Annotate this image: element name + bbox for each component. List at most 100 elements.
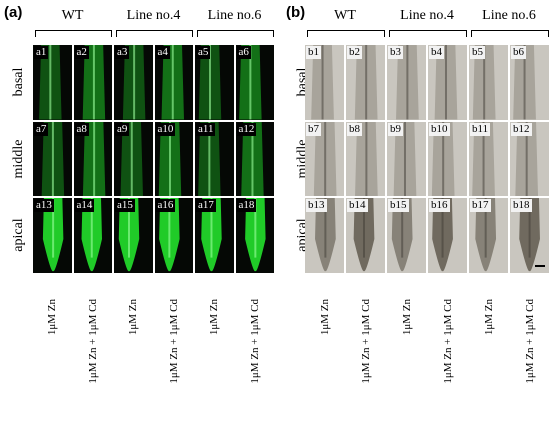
- micrograph-cell: b6: [510, 45, 549, 120]
- root-image: [82, 45, 105, 120]
- treatment-label: 1μM Zn: [400, 299, 413, 336]
- cell-id-label: a8: [74, 122, 89, 136]
- cell-id-label: a6: [236, 46, 251, 59]
- cell-id-label: a13: [34, 199, 54, 212]
- cell-id-label: b12: [511, 122, 532, 136]
- treatment-label: 1μM Zn + 1μM Cd: [359, 299, 372, 384]
- cell-id-label: a2: [74, 46, 89, 59]
- genotype-header: WT: [61, 8, 84, 23]
- cell-id-label: b3: [388, 46, 403, 59]
- root-image: [354, 45, 378, 120]
- micrograph-cell: b14: [346, 198, 385, 273]
- root-image: [393, 121, 417, 196]
- micrograph-cell: b13: [305, 198, 344, 273]
- micrograph-cell: a16: [154, 198, 193, 273]
- cell-id-label: b16: [429, 199, 450, 212]
- genotype-bracket: [35, 30, 112, 37]
- micrograph-cell: b3: [387, 45, 426, 120]
- root-image: [396, 45, 419, 120]
- micrograph-cell: b18: [510, 198, 549, 273]
- row-label: basal: [11, 67, 26, 97]
- genotype-header: WT: [334, 8, 356, 23]
- micrograph-cell: b1: [305, 45, 344, 120]
- micrograph-cell: a4: [154, 45, 193, 120]
- treatment-label: 1μM Zn + 1μM Cd: [441, 299, 454, 384]
- cell-id-label: a17: [196, 199, 216, 212]
- root-image: [39, 45, 62, 120]
- cell-id-label: a5: [196, 46, 211, 59]
- micrograph-cell: b7: [305, 121, 344, 196]
- cell-id-label: b6: [511, 46, 526, 59]
- cell-id-label: a3: [115, 46, 130, 59]
- micrograph-cell: a15: [114, 198, 153, 273]
- root-image: [355, 121, 378, 196]
- cell-id-label: a10: [155, 122, 176, 136]
- root-image: [313, 121, 337, 196]
- micrograph-cell: a14: [73, 198, 112, 273]
- micrograph-cell: a3: [114, 45, 153, 120]
- micrograph-cell: b9: [387, 121, 426, 196]
- micrograph-cell: a8: [73, 121, 112, 196]
- treatment-label: 1μM Zn: [482, 299, 495, 336]
- micrograph-cell: a17: [195, 198, 234, 273]
- micrograph-cell: a13: [33, 198, 72, 273]
- genotype-bracket: [116, 30, 193, 37]
- micrograph-cell: b11: [469, 121, 508, 196]
- micrograph-cell: b15: [387, 198, 426, 273]
- cell-id-label: a4: [155, 46, 170, 59]
- cell-id-label: a9: [115, 122, 130, 136]
- cell-id-label: a11: [196, 122, 216, 136]
- micrograph-cell: b17: [469, 198, 508, 273]
- row-label: middle: [11, 139, 26, 179]
- treatment-label: 1μM Zn: [208, 299, 221, 336]
- cell-id-label: b18: [511, 199, 532, 212]
- micrograph-cell: b4: [428, 45, 467, 120]
- micrograph-cell: a10: [154, 121, 193, 196]
- micrograph-cell: b2: [346, 45, 385, 120]
- treatment-label: 1μM Zn + 1μM Cd: [86, 299, 99, 384]
- micrograph-cell: a18: [235, 198, 274, 273]
- micrograph-cell: b12: [510, 121, 549, 196]
- micrograph-cell: b5: [469, 45, 508, 120]
- micrograph-cell: b10: [428, 121, 467, 196]
- panel-letter: (b): [286, 4, 306, 21]
- micrograph-cell: a7: [33, 121, 72, 196]
- micrograph-cell: b8: [346, 121, 385, 196]
- cell-id-label: a18: [236, 199, 257, 212]
- cell-id-label: b2: [347, 46, 362, 59]
- cell-id-label: a12: [236, 122, 257, 136]
- cell-id-label: b14: [347, 199, 368, 212]
- cell-id-label: b11: [470, 122, 491, 136]
- cell-id-label: a7: [34, 122, 49, 136]
- cell-id-label: b7: [306, 122, 321, 136]
- treatment-label: 1μM Zn + 1μM Cd: [248, 299, 261, 384]
- panel-letter: (a): [4, 4, 23, 21]
- cell-id-label: b1: [306, 46, 321, 59]
- cell-id-label: b5: [470, 46, 485, 59]
- root-image: [434, 45, 458, 120]
- cell-id-label: b9: [388, 122, 403, 136]
- micrograph-cell: a12: [235, 121, 274, 196]
- cell-id-label: b10: [429, 122, 450, 136]
- root-image: [41, 121, 65, 196]
- cell-id-label: a1: [34, 46, 49, 59]
- micrograph-cell: a2: [73, 45, 112, 120]
- cell-id-label: a14: [74, 199, 95, 212]
- treatment-label: 1μM Zn + 1μM Cd: [523, 299, 536, 384]
- genotype-header: Line no.6: [482, 8, 536, 23]
- treatment-label: 1μM Zn: [318, 299, 331, 336]
- genotype-header: Line no.4: [126, 8, 181, 23]
- row-label: apical: [11, 218, 26, 252]
- genotype-header: Line no.6: [207, 8, 262, 23]
- micrograph-cell: b16: [428, 198, 467, 273]
- treatment-label: 1μM Zn: [46, 299, 59, 336]
- genotype-bracket: [471, 30, 549, 37]
- root-image: [120, 121, 143, 196]
- micrograph-cell: a1: [33, 45, 72, 120]
- genotype-bracket: [307, 30, 385, 37]
- treatment-label: 1μM Zn + 1μM Cd: [167, 299, 180, 384]
- cell-id-label: a16: [155, 199, 176, 212]
- treatment-label: 1μM Zn: [127, 299, 140, 336]
- root-image: [311, 45, 334, 120]
- cell-id-label: b13: [306, 199, 327, 212]
